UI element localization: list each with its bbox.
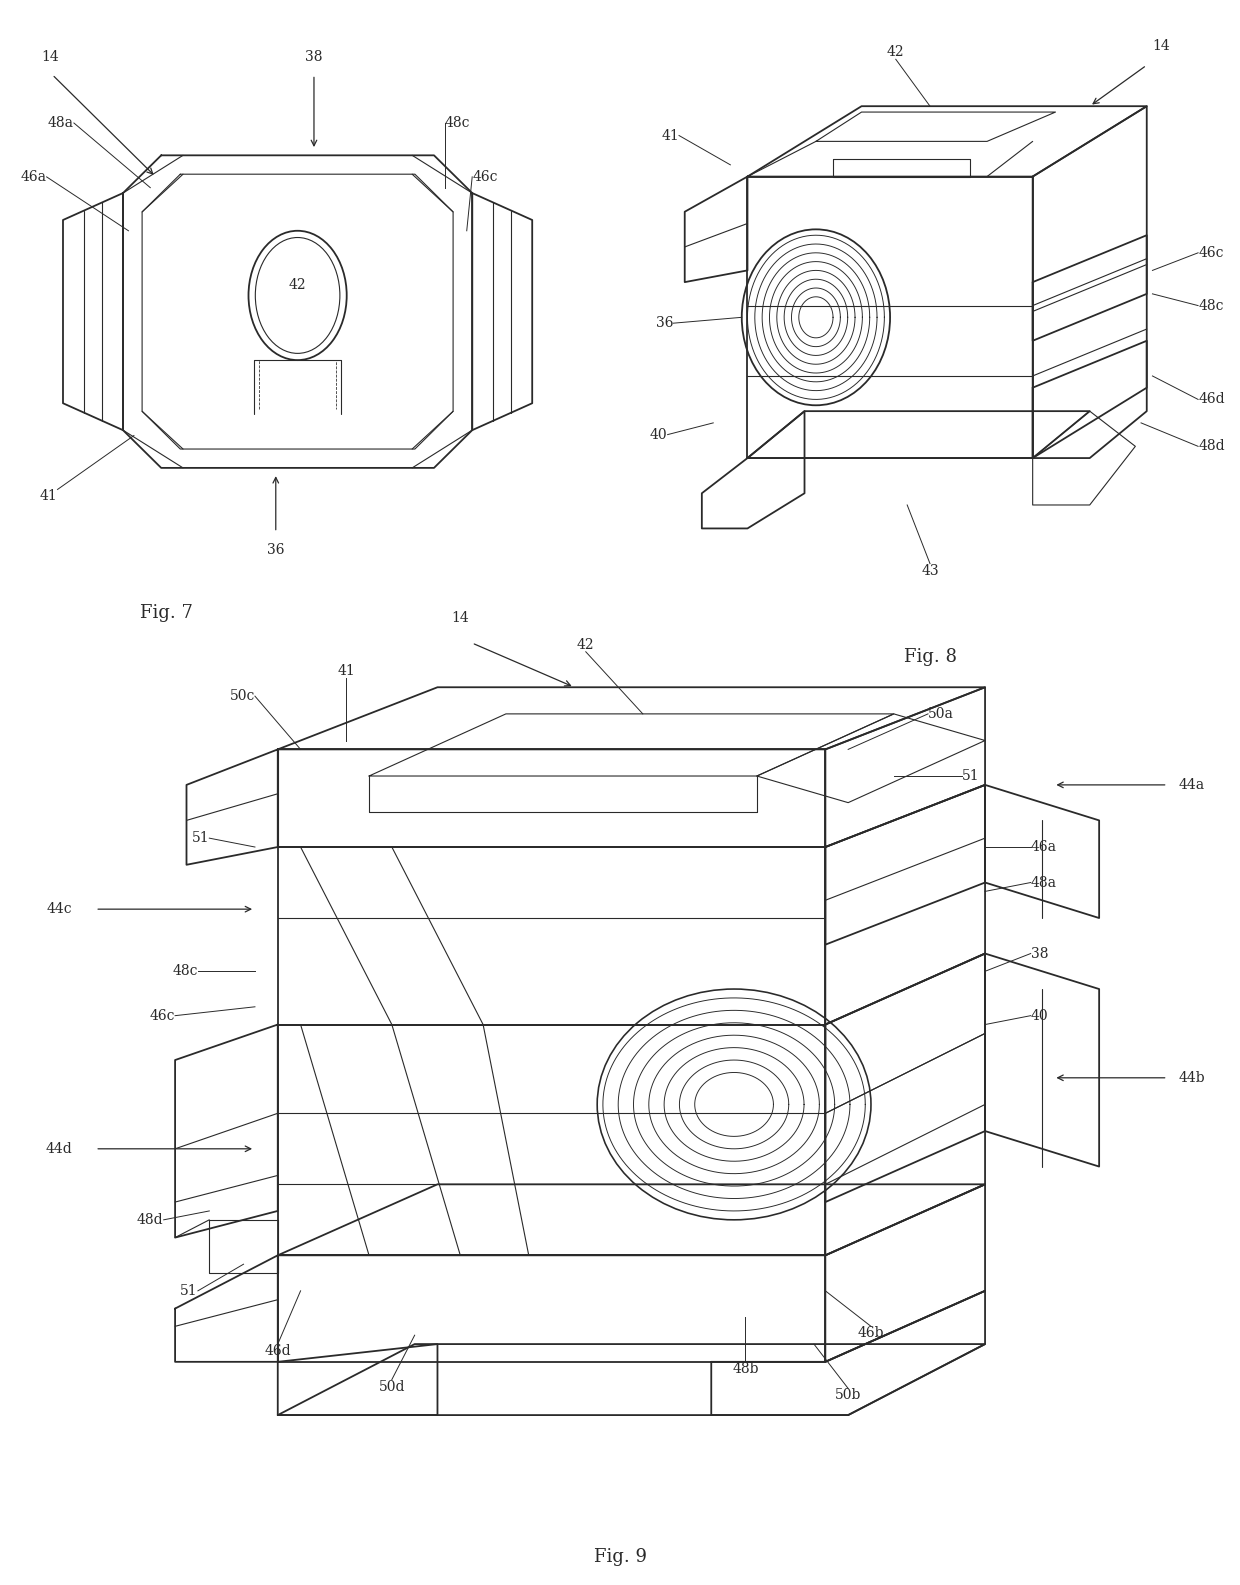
- Text: 48c: 48c: [1198, 298, 1224, 312]
- Text: 48c: 48c: [172, 964, 198, 978]
- Text: 36: 36: [656, 315, 673, 330]
- Text: 41: 41: [40, 490, 57, 504]
- Text: Fig. 8: Fig. 8: [904, 648, 956, 666]
- Text: 40: 40: [1030, 1008, 1048, 1022]
- Text: 46b: 46b: [858, 1327, 884, 1341]
- Text: 48a: 48a: [48, 116, 74, 130]
- Text: 14: 14: [451, 612, 469, 624]
- Text: 43: 43: [921, 564, 939, 577]
- Text: 42: 42: [577, 637, 595, 651]
- Text: 46c: 46c: [1198, 246, 1224, 260]
- Text: 38: 38: [305, 49, 322, 63]
- Text: 48c: 48c: [445, 116, 470, 130]
- Text: 41: 41: [661, 128, 680, 143]
- Text: 50b: 50b: [835, 1388, 862, 1403]
- Text: 51: 51: [192, 831, 210, 845]
- Text: 44d: 44d: [46, 1141, 72, 1155]
- Text: 48b: 48b: [733, 1362, 759, 1376]
- Text: 41: 41: [337, 664, 355, 678]
- Text: 51: 51: [180, 1284, 198, 1298]
- Text: 44a: 44a: [1179, 778, 1205, 792]
- Text: 46d: 46d: [1198, 393, 1225, 406]
- Text: 38: 38: [1030, 946, 1048, 961]
- Text: 40: 40: [650, 428, 667, 442]
- Text: 46a: 46a: [21, 170, 47, 184]
- Text: 44c: 44c: [47, 902, 72, 916]
- Text: 42: 42: [289, 277, 306, 292]
- Text: 48d: 48d: [1198, 439, 1225, 453]
- Text: 46c: 46c: [472, 170, 497, 184]
- Text: 48d: 48d: [138, 1213, 164, 1227]
- Text: 48a: 48a: [1030, 875, 1056, 889]
- Text: 44b: 44b: [1179, 1071, 1205, 1084]
- Text: 14: 14: [41, 49, 60, 63]
- Text: 46d: 46d: [264, 1344, 291, 1358]
- Text: 50d: 50d: [378, 1379, 405, 1393]
- Text: 46c: 46c: [150, 1008, 175, 1022]
- Text: 50c: 50c: [229, 689, 255, 704]
- Text: 14: 14: [1152, 40, 1171, 54]
- Text: Fig. 9: Fig. 9: [594, 1549, 646, 1566]
- Text: 42: 42: [887, 46, 905, 59]
- Text: 50a: 50a: [928, 707, 954, 721]
- Text: 36: 36: [267, 544, 284, 558]
- Text: 46a: 46a: [1030, 840, 1056, 854]
- Text: Fig. 7: Fig. 7: [140, 604, 193, 623]
- Text: 51: 51: [962, 769, 980, 783]
